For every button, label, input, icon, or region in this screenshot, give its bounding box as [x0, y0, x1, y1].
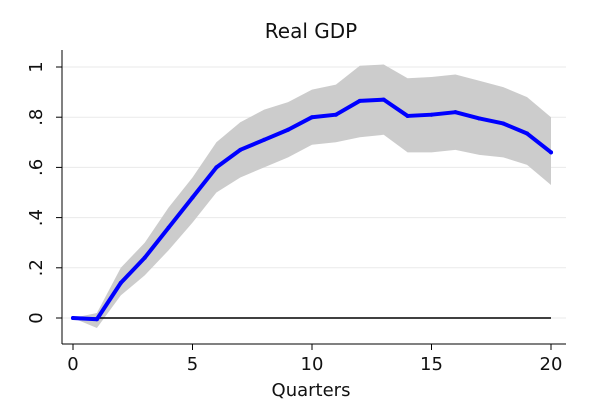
data-point-16 — [453, 110, 458, 115]
data-point-2 — [118, 280, 123, 285]
x-tick-label-4: 20 — [540, 354, 563, 375]
data-point-15 — [429, 112, 434, 117]
data-point-5 — [190, 195, 195, 200]
data-point-19 — [525, 131, 530, 136]
x-tick-label-0: 0 — [67, 354, 78, 375]
y-tick-label-3: .6 — [26, 159, 47, 176]
chart-title: Real GDP — [265, 19, 357, 43]
y-tick-label-1: .2 — [26, 259, 47, 276]
data-point-17 — [477, 116, 482, 121]
y-tick-label-4: .8 — [26, 109, 47, 126]
data-point-13 — [381, 97, 386, 102]
data-point-11 — [333, 112, 338, 117]
plot-area: 0 5 10 15 20 0 .2 .4 .6 .8 1 — [26, 50, 566, 375]
x-tick-label-1: 5 — [187, 354, 198, 375]
data-point-14 — [405, 113, 410, 118]
x-tick-label-3: 15 — [420, 354, 443, 375]
confidence-band — [73, 64, 551, 329]
y-tick-label-2: .4 — [26, 209, 47, 226]
data-point-1 — [94, 317, 99, 322]
x-tick-label-2: 10 — [301, 354, 324, 375]
data-point-3 — [142, 255, 147, 260]
data-point-12 — [357, 98, 362, 103]
y-tick-label-5: 1 — [26, 61, 47, 72]
data-point-18 — [501, 121, 506, 126]
x-axis-label: Quarters — [272, 380, 351, 401]
data-point-8 — [262, 137, 267, 142]
y-tick-label-0: 0 — [26, 312, 47, 323]
data-point-7 — [238, 147, 243, 152]
data-point-20 — [549, 150, 553, 155]
data-point-9 — [286, 127, 291, 132]
data-point-4 — [166, 225, 171, 230]
data-point-0 — [71, 316, 75, 320]
data-point-6 — [214, 165, 219, 170]
data-point-10 — [310, 115, 314, 120]
